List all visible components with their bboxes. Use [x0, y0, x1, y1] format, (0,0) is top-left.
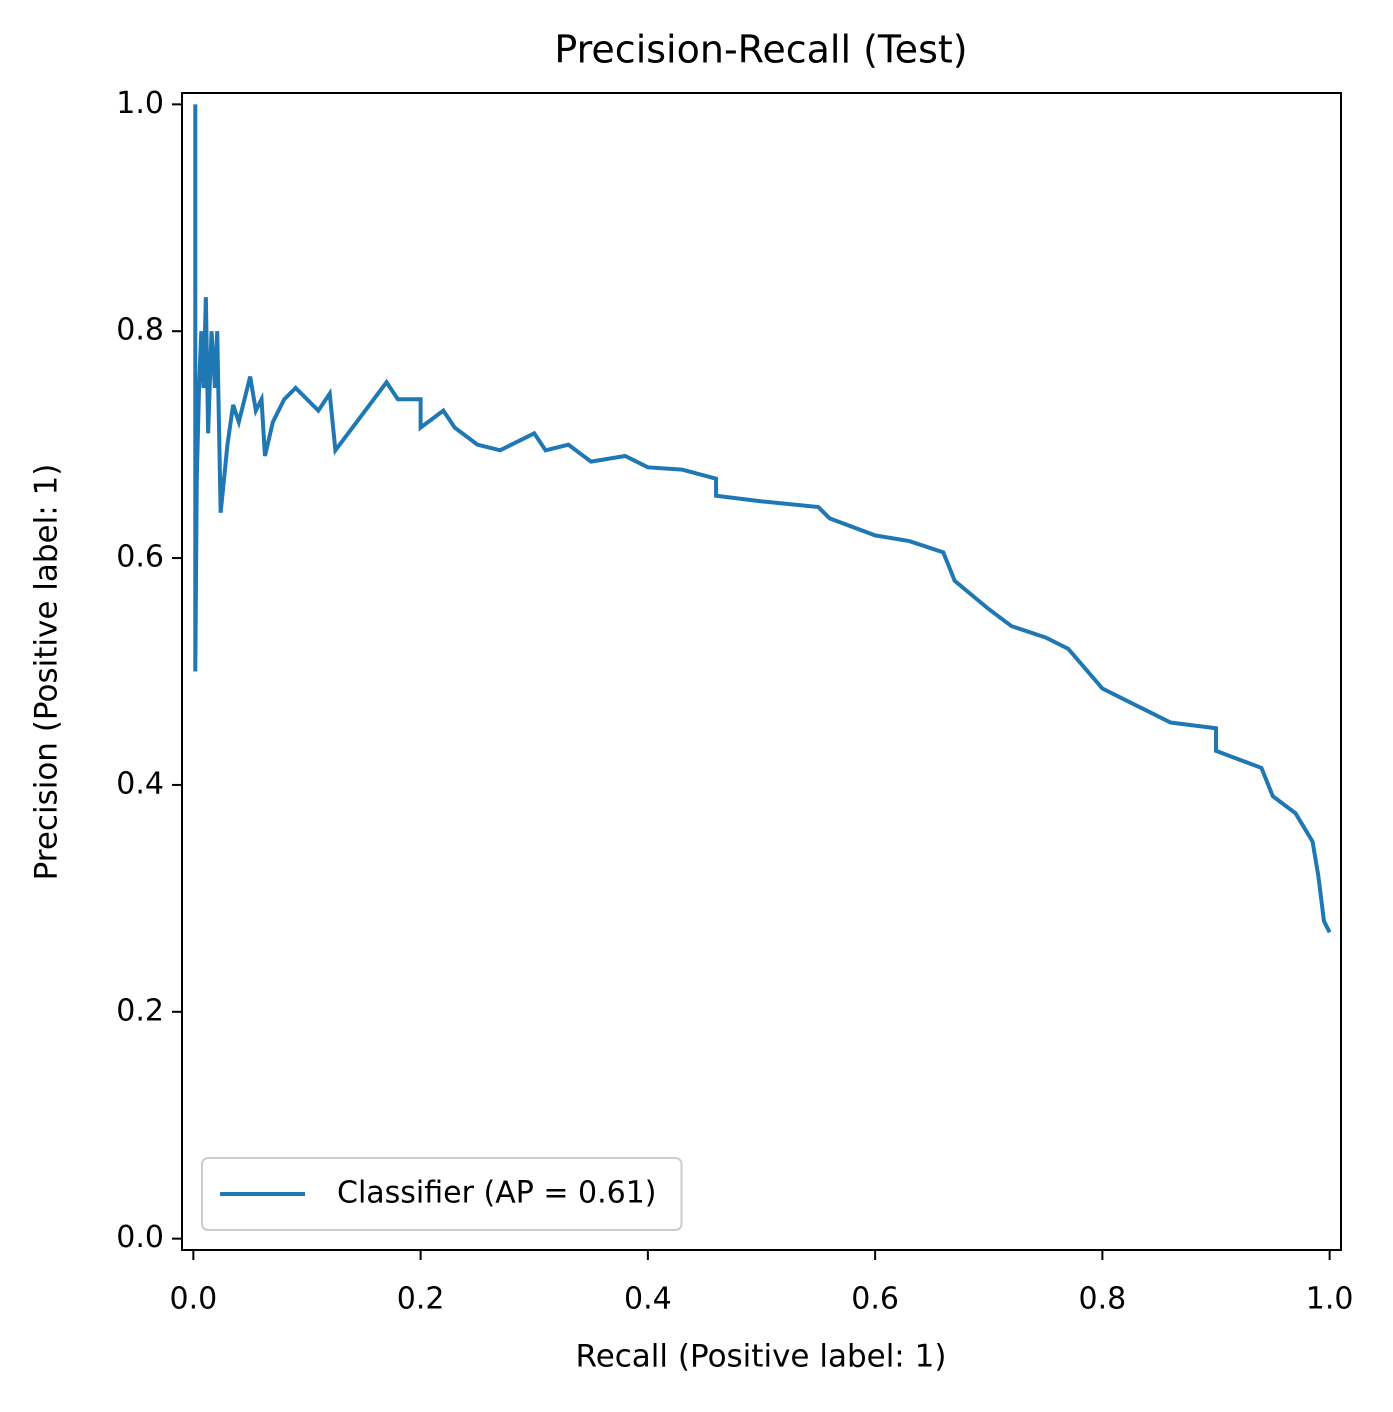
x-tick-label: 0.6 [851, 1282, 899, 1317]
legend-box [201, 1157, 683, 1231]
x-tick-label: 0.0 [170, 1282, 218, 1317]
legend-label: Classifier (AP = 0.61) [337, 1176, 657, 1211]
y-tick-label: 1.0 [116, 86, 164, 121]
x-tick-label: 0.2 [397, 1282, 445, 1317]
axes-frame [181, 92, 1342, 1251]
y-tick-label: 0.2 [116, 993, 164, 1028]
x-tick-label: 1.0 [1306, 1282, 1354, 1317]
y-tick-label: 0.0 [116, 1220, 164, 1255]
line [193, 104, 1332, 934]
x-axis-label: Recall (Positive label: 1) [576, 1339, 947, 1375]
chart-title: Precision-Recall (Test) [554, 28, 967, 72]
y-tick-label: 0.6 [116, 540, 164, 575]
x-tick-label: 0.4 [624, 1282, 672, 1317]
x-tick-label: 0.8 [1079, 1282, 1127, 1317]
y-tick-label: 0.4 [116, 766, 164, 801]
y-axis-label: Precision (Positive label: 1) [29, 464, 65, 881]
y-tick-label: 0.8 [116, 313, 164, 348]
